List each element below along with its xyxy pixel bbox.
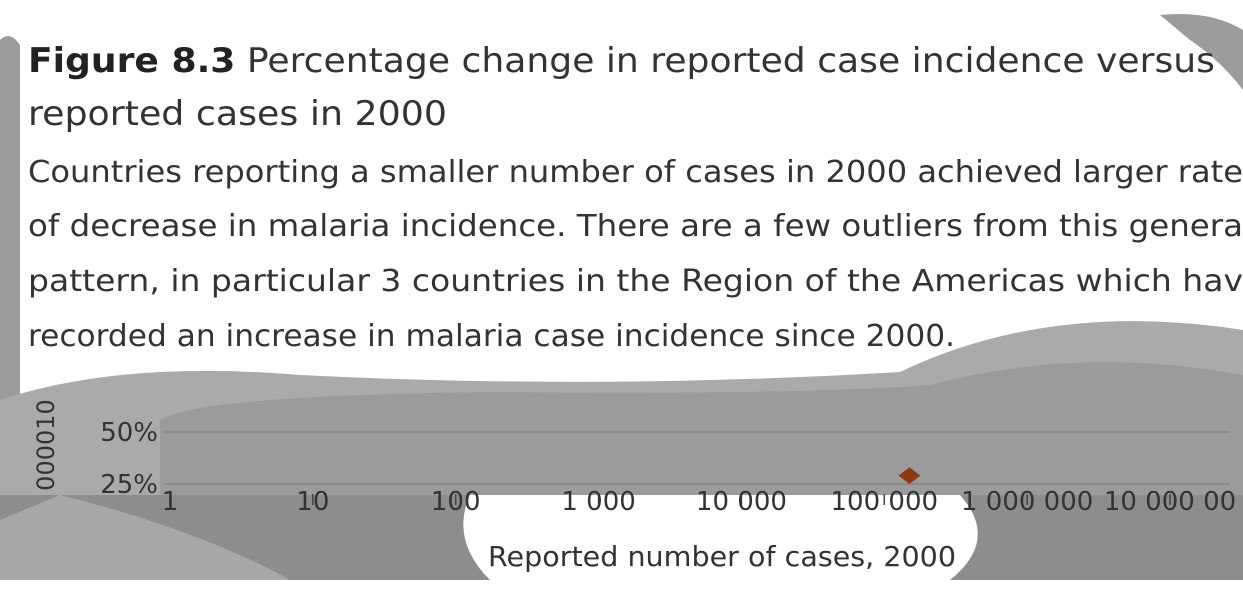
x-tick-label: 10 [296,487,329,517]
x-tick-label: 100 [431,487,481,517]
data-point [898,467,921,484]
overlay-bottom-left [0,495,290,580]
caption-line: of decrease in malaria incidence. There … [28,209,1243,244]
x-tick-label: 10 000 00 [1104,487,1236,517]
caption-line: pattern, in particular 3 countries in th… [28,264,1243,299]
caption: Countries reporting a smaller number of … [28,155,1243,354]
y-tick-label: 25% [100,470,158,500]
overlay-center [463,495,978,580]
x-tick-label: 1 000 000 [961,487,1093,517]
x-tick-label: 1 [162,487,179,517]
overlay-top-right [1160,14,1243,90]
x-tick-label: 10 000 [696,487,787,517]
x-tick-label: 100 000 [831,487,939,517]
chart-title: Figure 8.3 Percentage change in reported… [28,41,1215,81]
chart-title-line2: reported cases in 2000 [28,94,447,134]
title-label: Figure 8.3 [28,41,235,81]
overlay-plot [160,362,1243,495]
y-axis-label: 000010 [32,399,60,491]
x-tick-label: 1 000 [561,487,635,517]
y-tick-label: 50% [100,418,158,448]
caption-line: Countries reporting a smaller number of … [28,155,1243,190]
title-text: Percentage change in reported case incid… [247,41,1215,81]
x-axis-label: Reported number of cases, 2000 [488,540,956,573]
caption-line: recorded an increase in malaria case inc… [28,319,955,354]
